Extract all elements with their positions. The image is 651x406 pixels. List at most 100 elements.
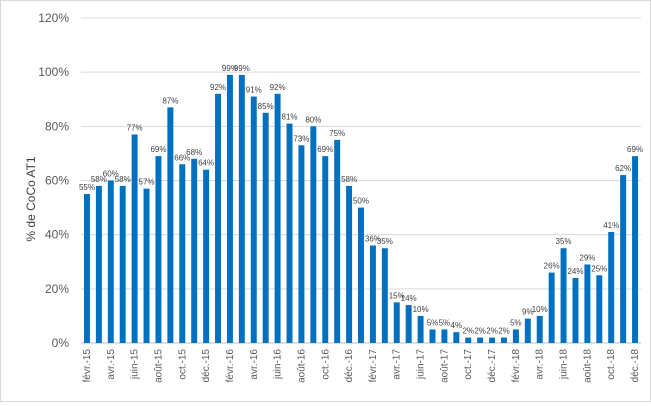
data-label: 2% (474, 327, 486, 336)
data-label: 36% (365, 235, 381, 244)
data-label: 62% (615, 164, 631, 173)
x-tick-label: avr.-16 (249, 349, 260, 380)
x-tick-label: déc.-16 (344, 349, 355, 383)
x-tick-label: avr.-15 (106, 349, 117, 380)
bar (167, 107, 174, 343)
data-label: 92% (270, 83, 286, 92)
data-label: 50% (353, 197, 369, 206)
bar (143, 188, 150, 343)
data-label: 66% (174, 153, 190, 162)
x-tick-label: août-17 (439, 349, 450, 383)
data-label: 58% (341, 175, 357, 184)
y-axis-ticks: 0% 20% 40% 60% 80% 100% 120% (38, 11, 69, 350)
bar (179, 164, 186, 343)
bar (584, 264, 591, 343)
bar (83, 194, 90, 343)
data-label: 25% (591, 264, 607, 273)
data-label: 4% (451, 321, 463, 330)
bar (358, 207, 364, 343)
data-label: 68% (186, 148, 202, 157)
bar (250, 96, 257, 344)
x-tick-label: août-18 (582, 349, 593, 383)
bar (155, 156, 162, 343)
data-label: 2% (462, 327, 474, 336)
x-tick-label: févr.-18 (511, 349, 522, 383)
bar (298, 145, 305, 343)
y-tick-label: 80% (45, 119, 69, 133)
x-tick-label: déc.-17 (487, 349, 498, 383)
x-tick-label: févr.-17 (368, 349, 379, 383)
bar (441, 329, 448, 343)
data-label: 5% (510, 318, 522, 327)
data-label: 60% (103, 170, 119, 179)
bar (548, 272, 555, 343)
data-label: 10% (532, 305, 548, 314)
data-label: 15% (389, 291, 405, 300)
data-label: 69% (150, 145, 166, 154)
x-tick-label: oct.-18 (606, 349, 617, 380)
y-tick-label: 40% (45, 228, 69, 242)
bar (489, 337, 496, 343)
bar (226, 74, 233, 343)
x-tick-label: avr.-17 (392, 349, 403, 380)
y-tick-label: 120% (38, 11, 69, 25)
x-tick-label: juin-15 (130, 349, 141, 380)
x-tick-label: oct.-16 (320, 349, 331, 380)
bar (477, 337, 484, 343)
data-label: 73% (293, 134, 309, 143)
bar (512, 329, 519, 343)
bar (453, 332, 460, 343)
data-label: 14% (401, 294, 417, 303)
data-label: 91% (246, 86, 262, 95)
data-label: 5% (439, 318, 451, 327)
data-label: 58% (115, 175, 131, 184)
bar (501, 337, 507, 343)
bar (310, 126, 317, 343)
data-labels: 55%58%60%58%77%57%69%87%66%68%64%92%99%9… (79, 64, 643, 336)
bar (417, 315, 424, 343)
bar (369, 245, 376, 343)
data-label: 87% (162, 96, 178, 105)
data-label: 26% (544, 262, 560, 271)
bar (238, 74, 245, 343)
data-label: 2% (486, 327, 498, 336)
bar (107, 180, 114, 343)
y-tick-label: 20% (45, 282, 69, 296)
data-label: 2% (498, 327, 510, 336)
data-label: 57% (139, 178, 155, 187)
x-tick-label: juin-16 (273, 349, 284, 380)
bar (572, 278, 579, 343)
data-label: 92% (210, 83, 226, 92)
bar (286, 123, 293, 343)
bar (334, 139, 341, 343)
bar (346, 185, 353, 343)
data-label: 55% (79, 183, 95, 192)
data-label: 99% (222, 64, 238, 73)
bar (274, 93, 281, 343)
x-tick-label: févr.-16 (225, 349, 236, 383)
bar (632, 156, 639, 343)
bar (429, 329, 436, 343)
x-tick-label: juin-17 (416, 349, 427, 380)
bar (381, 248, 388, 343)
bar (191, 158, 198, 343)
x-tick-label: déc.-15 (201, 349, 212, 383)
data-label: 81% (282, 113, 298, 122)
bar (393, 302, 400, 343)
x-tick-label: août-15 (153, 349, 164, 383)
data-label: 29% (579, 253, 595, 262)
bars (83, 74, 639, 344)
bar (405, 305, 412, 343)
bar (608, 231, 615, 343)
bar (203, 169, 210, 343)
x-tick-label: déc.-18 (630, 349, 641, 383)
bar (536, 315, 543, 343)
data-label: 99% (234, 64, 250, 73)
bar (322, 156, 329, 343)
data-label: 24% (567, 267, 583, 276)
data-label: 9% (522, 308, 534, 317)
data-label: 64% (198, 159, 214, 168)
x-tick-label: oct.-15 (177, 349, 188, 380)
